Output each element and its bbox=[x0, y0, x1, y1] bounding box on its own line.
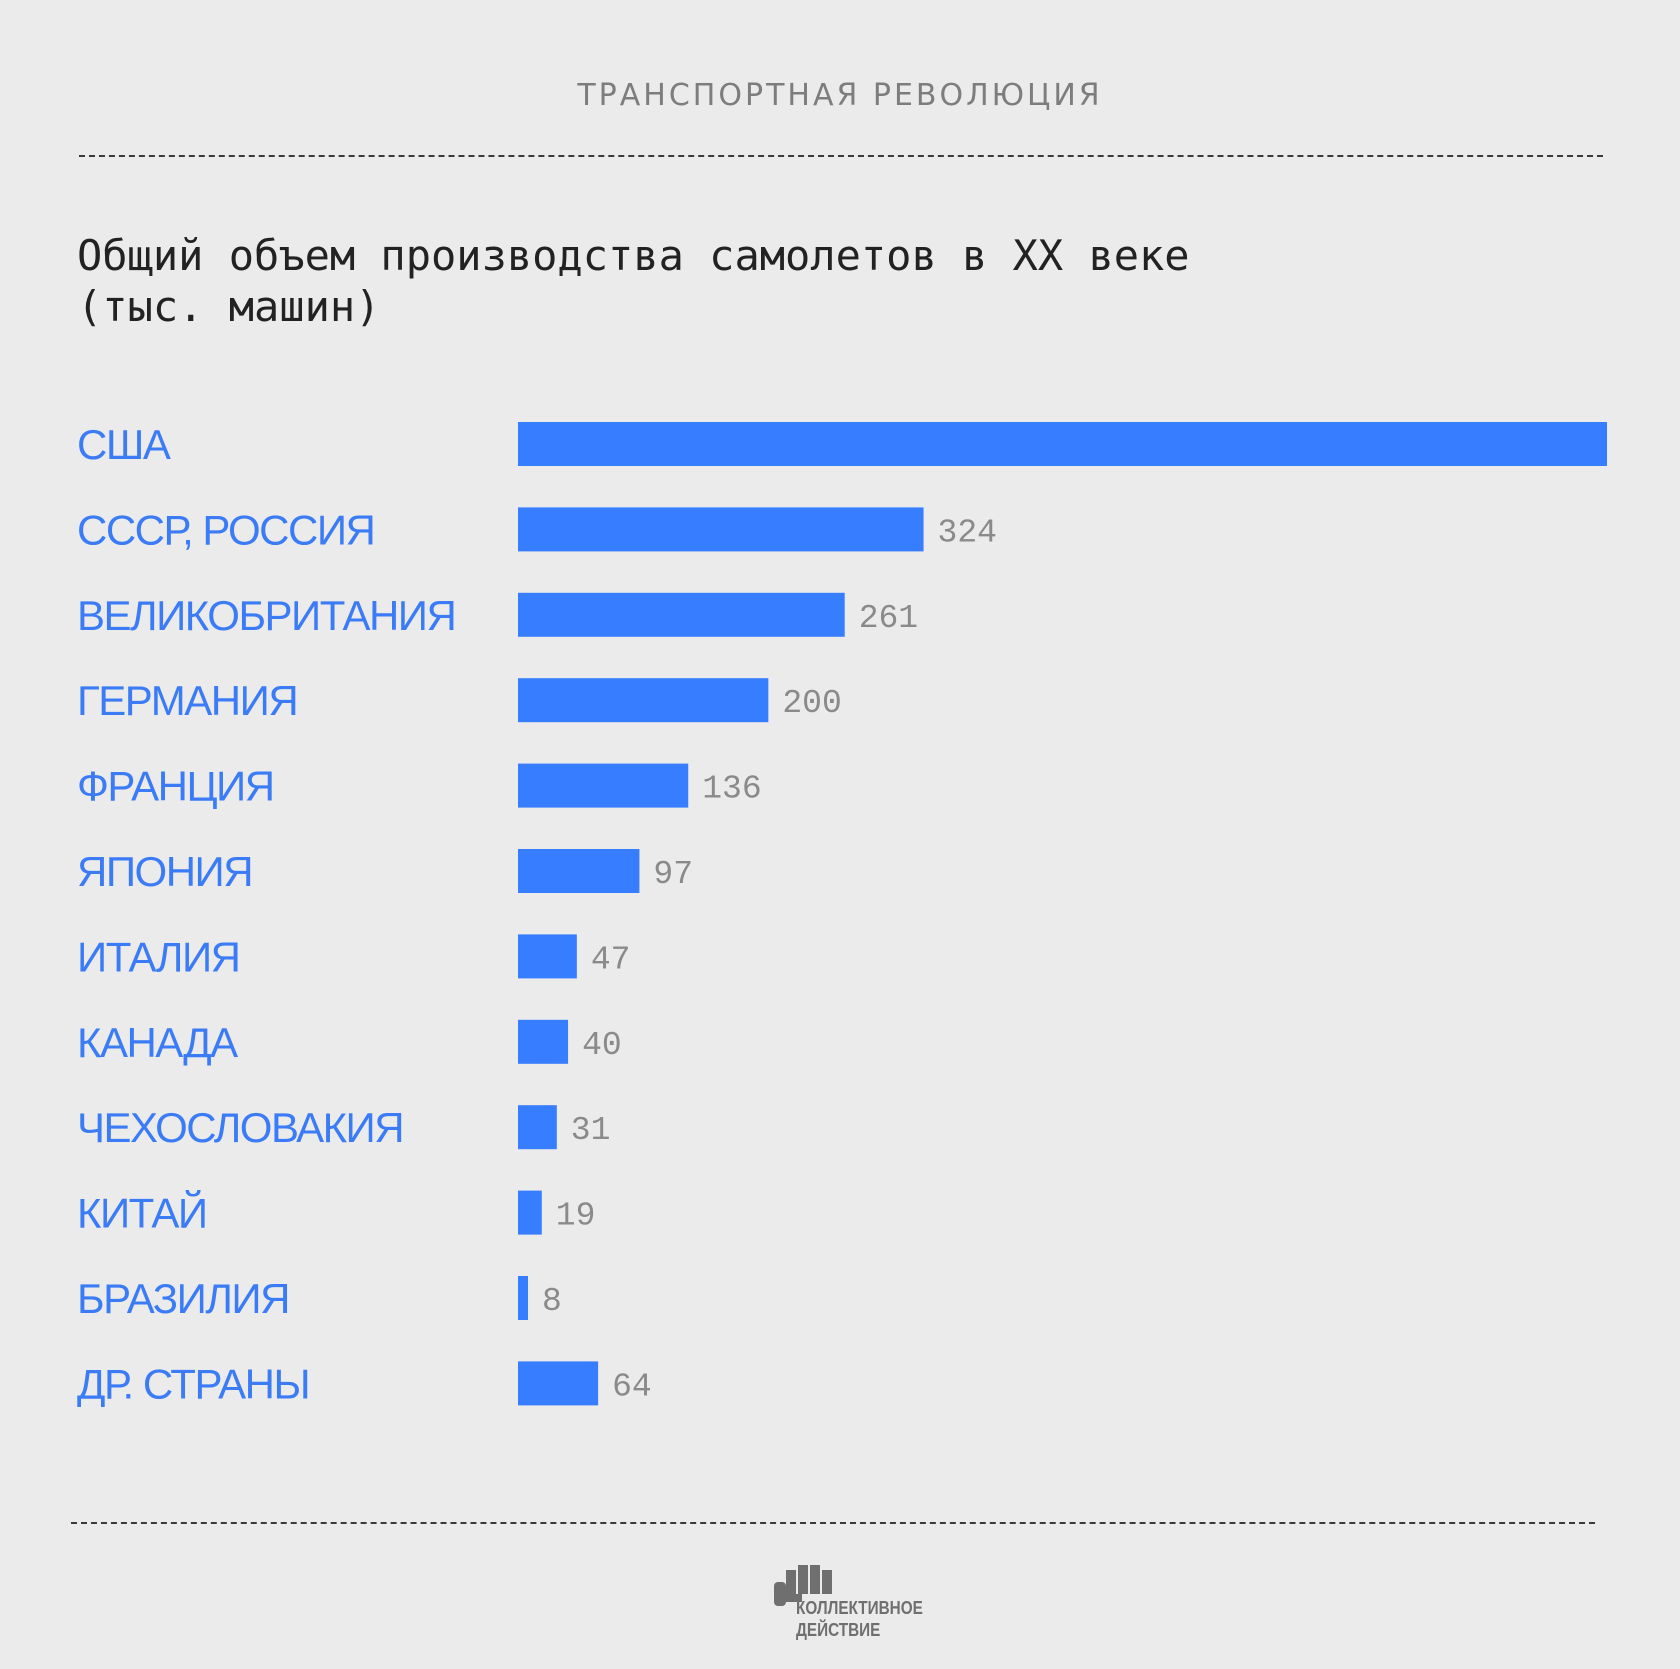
bar bbox=[518, 763, 689, 808]
bar bbox=[518, 507, 924, 552]
value-label: 200 bbox=[782, 685, 841, 722]
bottom-divider bbox=[71, 1522, 1595, 1524]
value-label: 47 bbox=[591, 941, 631, 978]
value-label: 324 bbox=[938, 514, 997, 551]
bar bbox=[518, 1276, 529, 1320]
category-label: ДР. СТРАНЫ bbox=[77, 1360, 309, 1407]
chart-title: Общий объем производства самолетов в XX … bbox=[77, 231, 1190, 331]
logo-line-2: ДЕЙСТВИЕ bbox=[796, 1620, 881, 1640]
value-label: 136 bbox=[702, 771, 761, 808]
value-label: 31 bbox=[571, 1112, 611, 1149]
fist-logo-icon bbox=[774, 1565, 832, 1606]
value-label: 19 bbox=[556, 1198, 596, 1235]
category-label: КАНАДА bbox=[77, 1019, 238, 1066]
value-label: 64 bbox=[612, 1368, 652, 1405]
category-label: ИТАЛИЯ bbox=[77, 933, 239, 980]
bar bbox=[518, 1105, 557, 1150]
category-label: БРАЗИЛИЯ bbox=[77, 1275, 289, 1322]
bar bbox=[518, 934, 577, 979]
bar bbox=[518, 592, 845, 637]
category-label: ЧЕХОСЛОВАКИЯ bbox=[77, 1104, 403, 1151]
logo-text: КОЛЛЕКТИВНОЕ ДЕЙСТВИЕ bbox=[796, 1597, 923, 1641]
category-label: ГЕРМАНИЯ bbox=[77, 677, 297, 724]
logo-line-1: КОЛЛЕКТИВНОЕ bbox=[796, 1598, 923, 1618]
value-label: 8 bbox=[542, 1283, 562, 1320]
value-label: 97 bbox=[653, 856, 693, 893]
value-label: 40 bbox=[582, 1027, 622, 1064]
category-label: СССР, РОССИЯ bbox=[77, 506, 374, 553]
bar bbox=[518, 1361, 599, 1406]
top-divider bbox=[79, 155, 1603, 157]
section-label: ТРАНСПОРТНАЯ РЕВОЛЮЦИЯ bbox=[577, 78, 1103, 113]
category-label: ФРАНЦИЯ bbox=[77, 763, 274, 810]
category-label: ЯПОНИЯ bbox=[77, 848, 252, 895]
value-label: 261 bbox=[859, 600, 918, 637]
bar bbox=[518, 1190, 542, 1235]
category-label: КИТАЙ bbox=[77, 1189, 207, 1237]
category-label: США bbox=[77, 421, 171, 468]
bar bbox=[518, 678, 769, 723]
category-label: ВЕЛИКОБРИТАНИЯ bbox=[77, 592, 455, 639]
bar bbox=[518, 1019, 569, 1064]
bar bbox=[518, 422, 1607, 466]
bar bbox=[518, 849, 640, 893]
